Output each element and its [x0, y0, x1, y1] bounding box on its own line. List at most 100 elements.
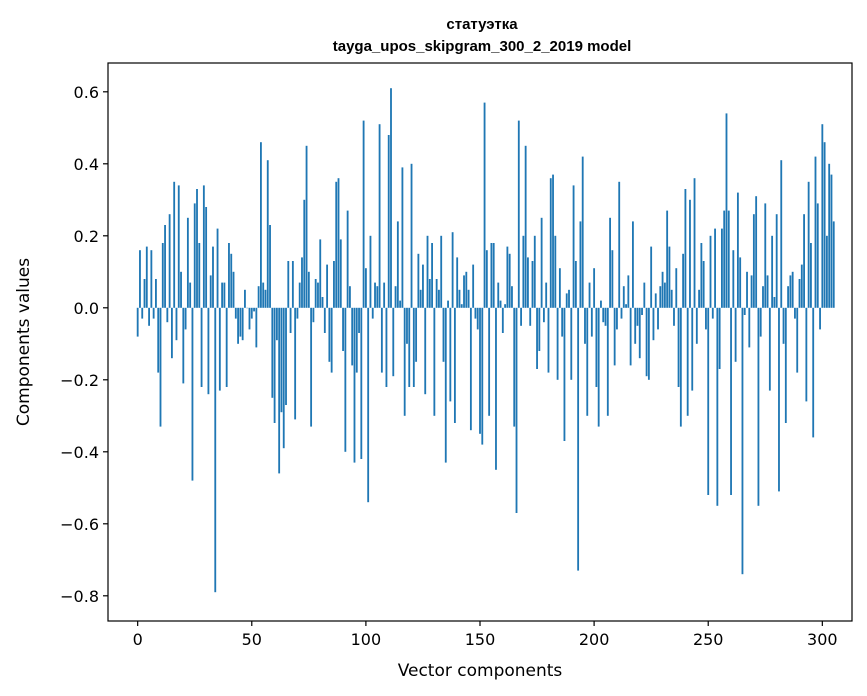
bar-50	[250, 307, 253, 319]
bar-167	[517, 120, 520, 308]
bar-297	[814, 156, 817, 308]
bar-134	[442, 307, 445, 362]
bar-37	[221, 282, 224, 308]
bar-75	[307, 271, 310, 308]
bar-187	[563, 307, 566, 441]
bar-230	[661, 271, 664, 308]
bar-305	[832, 221, 835, 308]
bar-106	[378, 124, 381, 308]
bar-3	[143, 279, 146, 308]
bar-215	[627, 275, 630, 308]
bar-244	[693, 178, 696, 308]
bar-285	[787, 286, 790, 308]
bar-8	[155, 279, 157, 308]
bar-158	[497, 282, 500, 308]
chart-title: статуэтка	[446, 16, 518, 33]
bar-85	[330, 307, 333, 373]
bar-288	[794, 307, 796, 319]
bar-127	[426, 235, 429, 308]
bar-255	[718, 307, 721, 369]
chart-subtitle: tayga_upos_skipgram_300_2_2019 model	[333, 38, 632, 55]
bar-302	[825, 235, 828, 308]
bar-61	[275, 307, 278, 341]
bar-136	[447, 300, 449, 308]
bar-213	[622, 286, 625, 308]
bar-146	[469, 307, 472, 431]
bar-0	[136, 307, 139, 337]
bar-171	[527, 257, 529, 308]
bar-196	[584, 307, 586, 344]
bar-228	[657, 307, 659, 330]
bar-73	[303, 199, 306, 308]
bar-79	[317, 282, 319, 308]
bar-51	[253, 307, 255, 312]
bar-115	[399, 300, 402, 308]
bar-184	[556, 307, 559, 380]
x-tick-label: 100	[351, 630, 382, 649]
bar-269	[750, 275, 753, 308]
bar-224	[647, 307, 650, 380]
bar-163	[508, 253, 511, 308]
bar-38	[223, 282, 226, 308]
bar-145	[467, 289, 470, 308]
bar-77	[312, 307, 315, 323]
bar-62	[278, 307, 281, 474]
bar-122	[415, 307, 418, 362]
bar-133	[440, 235, 443, 308]
bar-199	[590, 307, 593, 337]
bar-277	[768, 307, 771, 391]
bar-185	[558, 268, 561, 308]
bar-200	[593, 268, 596, 308]
bar-118	[406, 307, 408, 344]
bar-20	[182, 307, 185, 384]
bar-31	[207, 307, 210, 395]
bar-250	[707, 307, 710, 495]
bar-198	[588, 282, 591, 308]
bar-140	[456, 257, 459, 308]
bar-178	[542, 307, 545, 323]
bar-295	[810, 243, 812, 308]
bar-124	[419, 289, 422, 308]
x-tick-label: 0	[133, 630, 143, 649]
bar-17	[175, 307, 178, 341]
bar-303	[828, 163, 831, 308]
bar-260	[730, 307, 732, 495]
bar-148	[474, 307, 477, 319]
bar-94	[351, 307, 354, 366]
bar-205	[604, 307, 607, 326]
bar-218	[634, 307, 637, 344]
bar-101	[367, 307, 370, 503]
bar-204	[602, 307, 605, 323]
y-tick-label: −0.4	[60, 443, 99, 462]
bar-282	[780, 160, 783, 308]
bar-13	[166, 307, 169, 323]
y-axis: −0.8 −0.6 −0.4 −0.2 0.0 0.2 0.4 0.6	[60, 83, 108, 606]
bar-248	[702, 261, 705, 308]
bar-105	[376, 286, 379, 308]
bar-6	[150, 250, 153, 308]
bar-217	[632, 221, 634, 308]
bar-154	[488, 307, 491, 416]
bar-245	[695, 307, 698, 344]
bar-69	[294, 307, 297, 420]
bar-265	[741, 307, 744, 575]
bar-240	[684, 189, 687, 308]
bar-281	[778, 307, 780, 492]
bar-301	[823, 142, 826, 308]
bar-89	[339, 239, 342, 308]
bar-87	[335, 181, 338, 308]
bar-11	[161, 243, 164, 308]
bar-18	[177, 185, 180, 308]
bar-197	[586, 307, 589, 416]
bar-272	[757, 307, 760, 506]
bar-249	[705, 307, 707, 330]
bar-271	[755, 196, 758, 308]
bar-219	[636, 307, 639, 326]
bar-110	[387, 135, 390, 308]
bar-300	[821, 124, 824, 308]
bar-5	[148, 307, 150, 326]
bar-191	[572, 185, 575, 308]
bar-175	[536, 307, 538, 369]
bar-117	[403, 307, 406, 416]
bar-104	[374, 282, 376, 308]
